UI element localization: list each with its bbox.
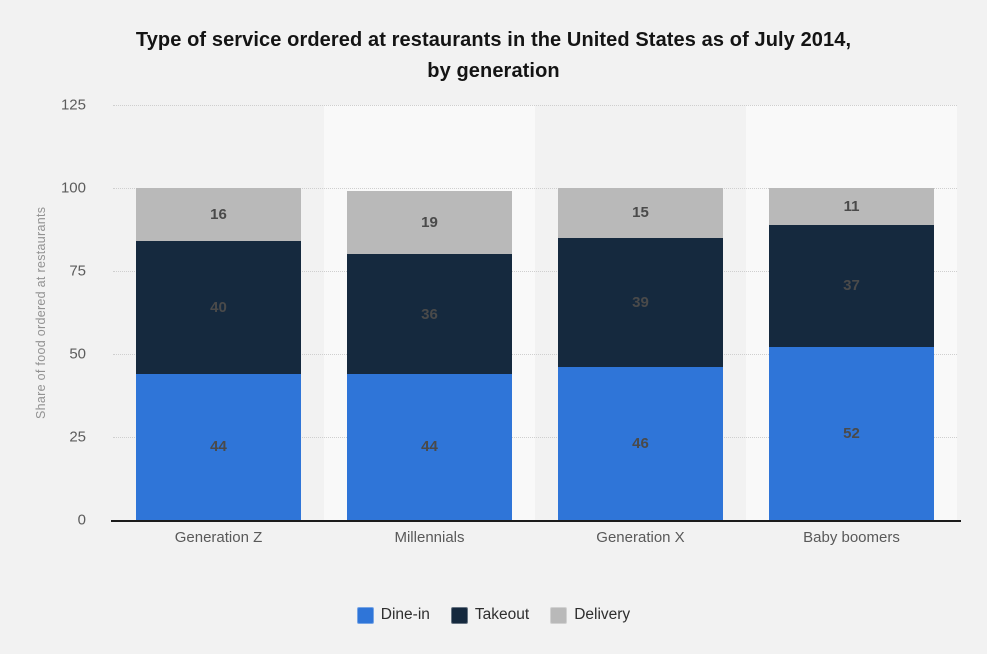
y-axis-tick-label: 50 xyxy=(69,345,86,363)
segment-value-label: 36 xyxy=(421,305,438,323)
bar-column-generation-z: 44 40 16 xyxy=(113,105,324,520)
segment-value-label: 37 xyxy=(843,277,860,295)
segment-value-label: 46 xyxy=(632,435,649,453)
bar-segment-delivery-baby-boomers[interactable]: 11 xyxy=(768,188,935,225)
y-axis-tick-label: 25 xyxy=(69,428,86,446)
legend-label: Dine-in xyxy=(380,606,430,623)
y-axis-ticks: 0 25 50 75 100 125 xyxy=(0,97,100,529)
bar-segment-delivery-millennials[interactable]: 19 xyxy=(346,191,513,255)
bar-baby-boomers: 52 37 11 xyxy=(768,105,935,520)
bar-column-generation-x: 46 39 15 xyxy=(535,105,746,520)
y-axis-tick-label: 125 xyxy=(60,96,86,114)
bar-segment-delivery-generation-z[interactable]: 16 xyxy=(135,188,302,242)
bar-segment-delivery-generation-x[interactable]: 15 xyxy=(557,188,724,238)
chart-title-line-1: Type of service ordered at restaurants i… xyxy=(135,29,852,51)
bar-segment-dine-in-baby-boomers[interactable]: 52 xyxy=(768,347,935,520)
legend-label: Delivery xyxy=(574,606,631,623)
bar-segment-takeout-generation-z[interactable]: 40 xyxy=(135,241,302,374)
legend-item-delivery[interactable]: Delivery xyxy=(550,606,630,624)
chart-title-line-2: by generation xyxy=(427,60,560,82)
segment-value-label: 15 xyxy=(632,204,649,222)
bar-segment-takeout-baby-boomers[interactable]: 37 xyxy=(768,224,935,348)
gridline-50 xyxy=(113,354,957,355)
segment-value-label: 16 xyxy=(210,206,227,224)
chart-title: Type of service ordered at restaurants i… xyxy=(40,25,947,87)
chart-legend: Dine-in Takeout Delivery xyxy=(0,606,987,624)
segment-value-label: 40 xyxy=(210,299,227,317)
segment-value-label: 11 xyxy=(843,197,860,215)
y-axis-tick-label: 100 xyxy=(60,179,86,197)
legend-swatch-dine-in xyxy=(356,606,374,624)
gridline-100 xyxy=(113,188,957,189)
gridline-25 xyxy=(113,437,957,438)
bar-segment-dine-in-generation-z[interactable]: 44 xyxy=(135,373,302,520)
legend-swatch-takeout xyxy=(450,606,468,624)
x-axis-label-generation-z: Generation Z xyxy=(174,529,263,546)
y-axis-tick-label: 75 xyxy=(69,262,86,280)
legend-item-takeout[interactable]: Takeout xyxy=(450,606,530,624)
y-axis-tick-label: 0 xyxy=(77,511,86,529)
bar-segment-takeout-millennials[interactable]: 36 xyxy=(346,254,513,374)
bar-column-millennials: 44 36 19 xyxy=(324,105,535,520)
bar-column-baby-boomers: 52 37 11 xyxy=(746,105,957,520)
legend-swatch-delivery xyxy=(550,606,568,624)
x-axis-label-generation-x: Generation X xyxy=(596,529,685,546)
legend-label: Takeout xyxy=(474,606,530,623)
segment-value-label: 44 xyxy=(421,438,438,456)
segment-value-label: 52 xyxy=(843,425,860,443)
plot-area: 44 40 16 44 36 19 46 39 15 52 37 11 xyxy=(111,105,961,522)
x-axis-labels: Generation Z Millennials Generation X Baby … xyxy=(113,529,957,546)
bar-generation-z: 44 40 16 xyxy=(135,105,302,520)
legend-item-dine-in[interactable]: Dine-in xyxy=(356,606,430,624)
x-axis-line xyxy=(111,520,961,522)
bar-millennials: 44 36 19 xyxy=(346,105,513,520)
x-axis-label-millennials: Millennials xyxy=(394,529,465,546)
bar-segment-dine-in-generation-x[interactable]: 46 xyxy=(557,367,724,520)
segment-value-label: 19 xyxy=(421,214,438,232)
segment-value-label: 39 xyxy=(632,294,649,312)
bar-segment-takeout-generation-x[interactable]: 39 xyxy=(557,237,724,368)
bar-segment-dine-in-millennials[interactable]: 44 xyxy=(346,373,513,520)
bar-generation-x: 46 39 15 xyxy=(557,105,724,520)
segment-value-label: 44 xyxy=(210,438,227,456)
gridline-125 xyxy=(113,105,957,106)
gridline-75 xyxy=(113,271,957,272)
x-axis-label-baby-boomers: Baby boomers xyxy=(803,529,900,546)
